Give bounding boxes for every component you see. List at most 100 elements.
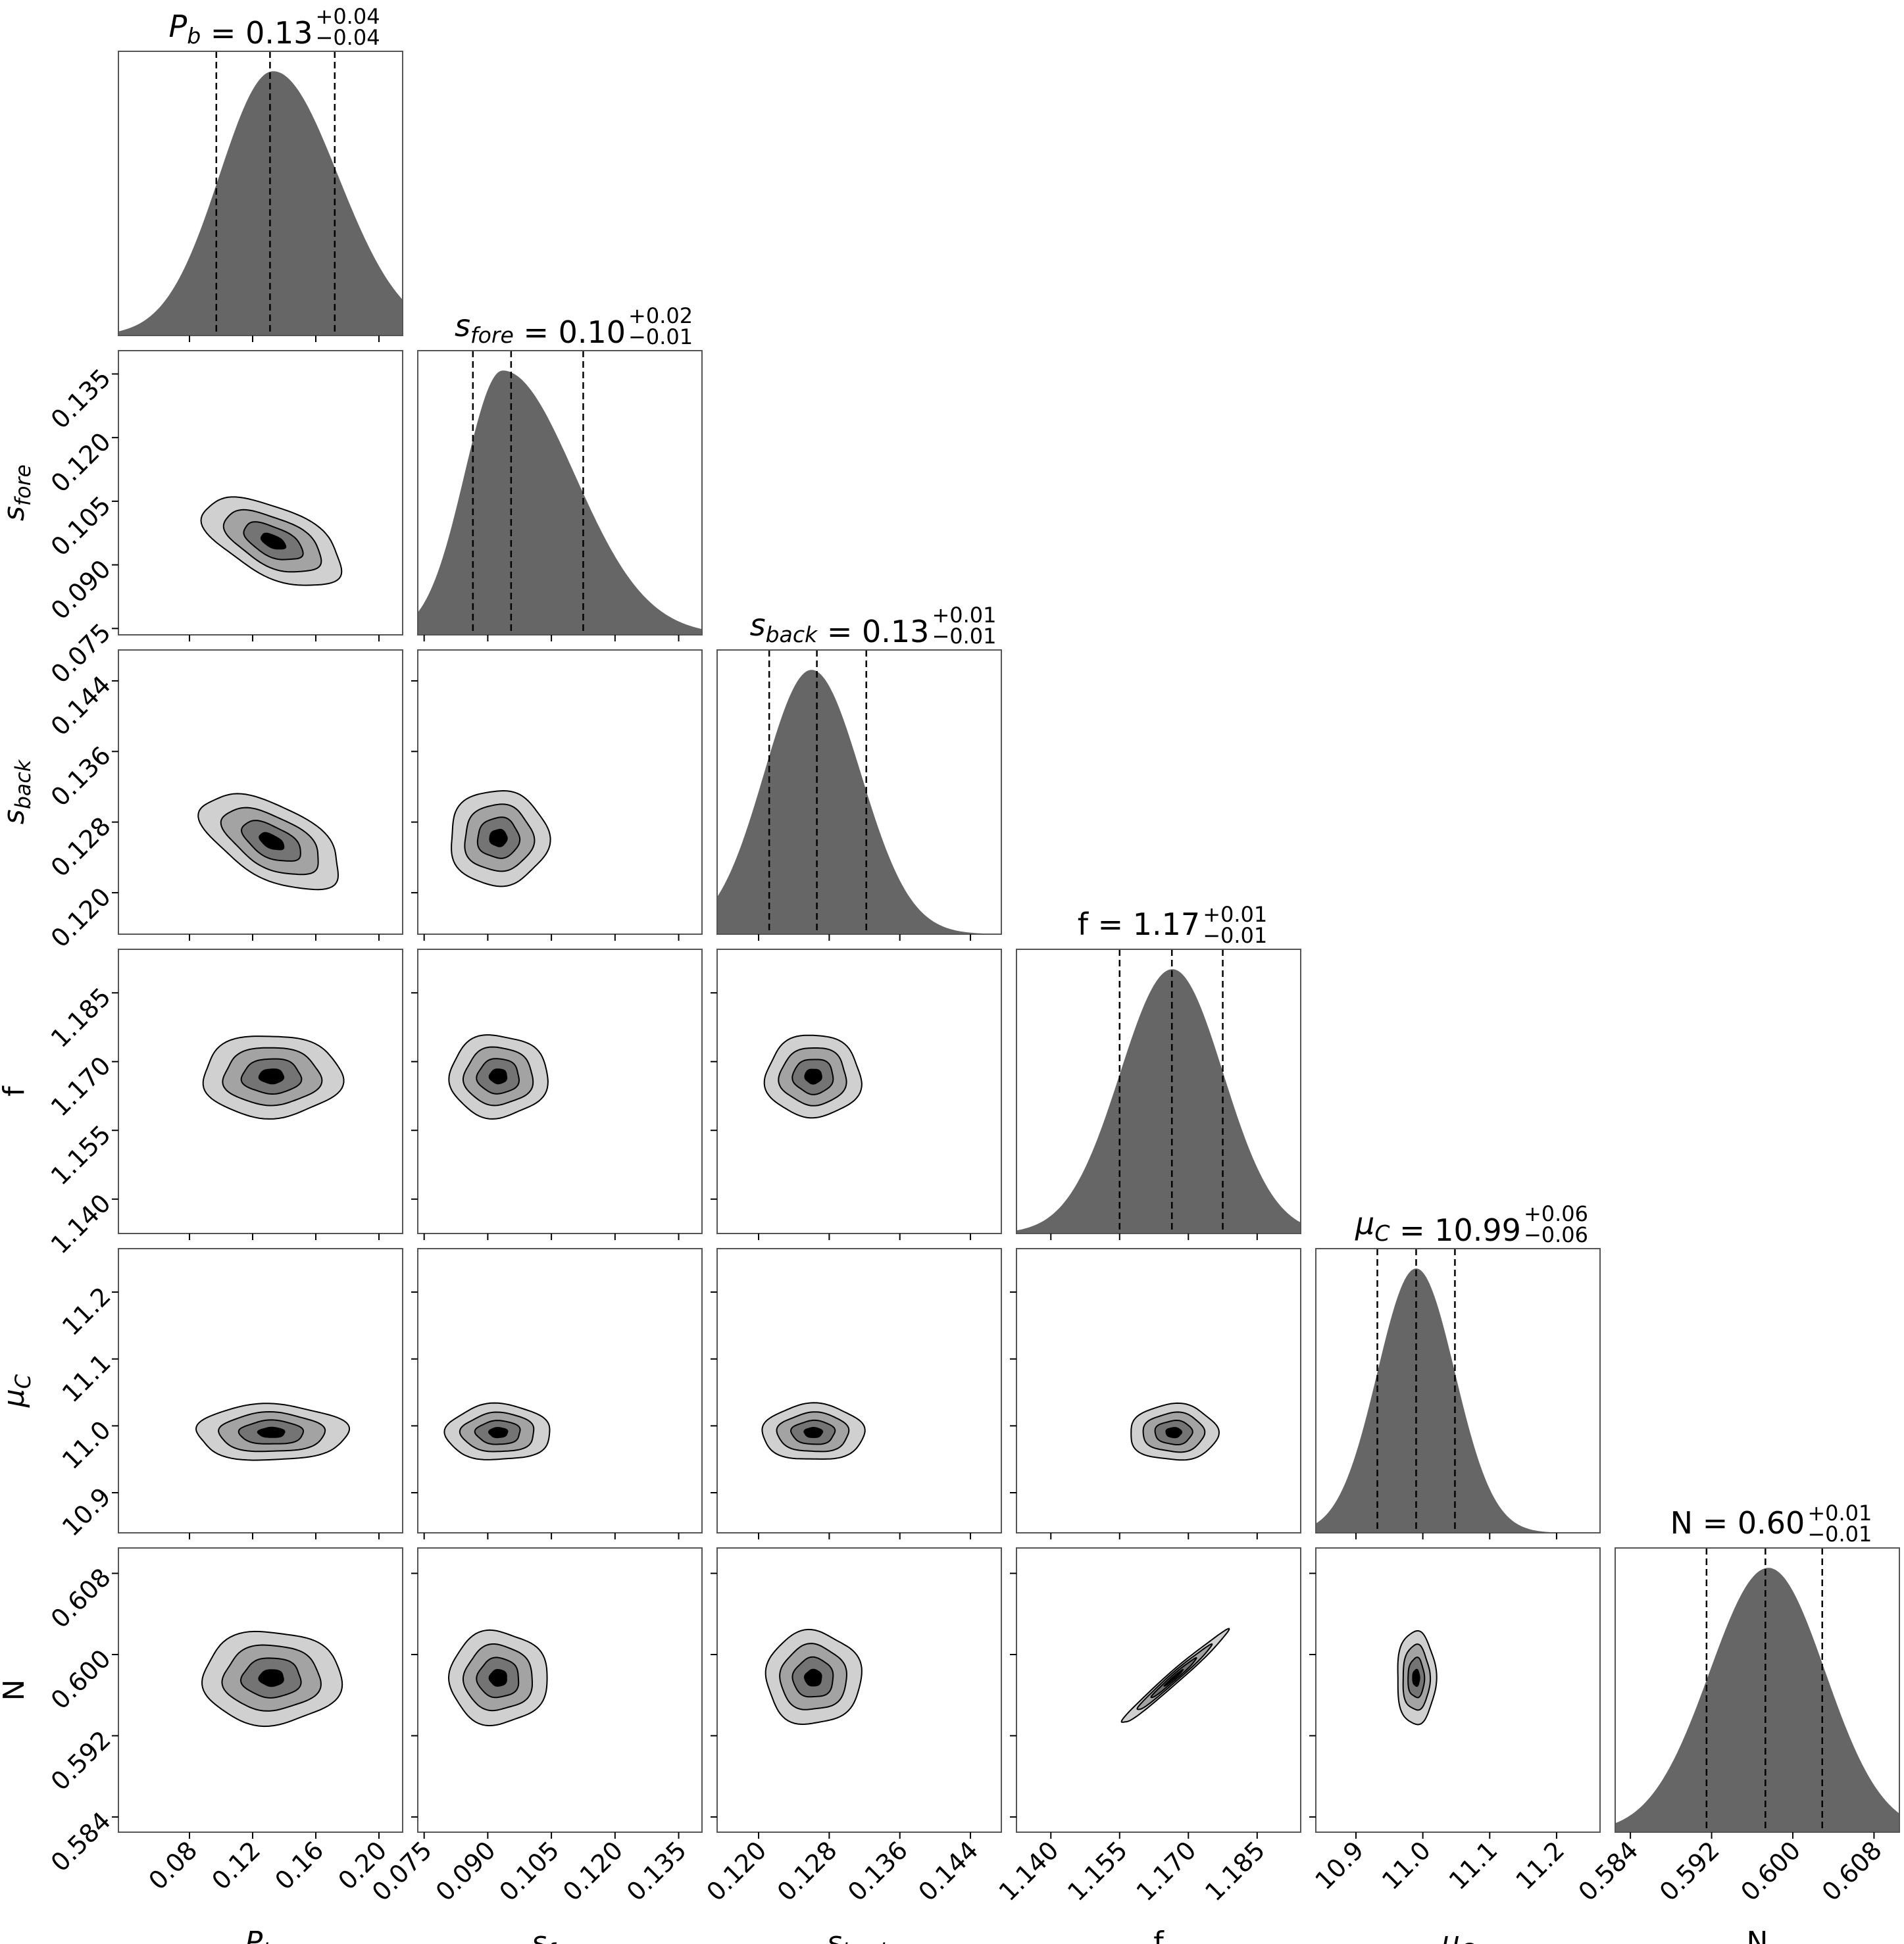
y-axis-label-muC: μC: [0, 1374, 36, 1408]
x-axis-label-muC-sub: C: [1460, 1940, 1474, 1944]
x-axis-label-sback: sback: [827, 1926, 893, 1944]
y-tick-label-muC-3: 11.2: [57, 1282, 116, 1341]
contour-level-3-sfore-sback: [489, 828, 508, 847]
title-plus-Pb: +0.04: [316, 4, 380, 29]
title-equals-muC: =: [1390, 1212, 1434, 1248]
contour-panel-Pb-f: [112, 949, 403, 1240]
contour-panel-f-N: [1010, 1547, 1301, 1839]
title-value-sback: 0.13: [862, 614, 929, 649]
contour-panel-Pb-N: [112, 1547, 403, 1839]
x-tick-label-sback-2: 0.136: [842, 1835, 913, 1907]
title-equals-sback: =: [817, 614, 862, 649]
x-tick-label-f-1: 1.155: [1062, 1835, 1133, 1907]
contour-level-3-Pb-muC: [257, 1426, 286, 1438]
y-tick-label-f-2: 1.170: [45, 1051, 116, 1122]
y-tick-label-sback-1: 0.128: [45, 811, 116, 882]
axes-frame-Pb-muC: [118, 1248, 403, 1533]
histogram-panel-muC: μC = 10.99 +0.06−0.06: [1315, 1201, 1601, 1539]
title-plus-f: +0.01: [1203, 902, 1267, 927]
y-tick-label-N-3: 0.608: [45, 1562, 116, 1633]
histogram-density-Pb: [118, 71, 403, 336]
histogram-panel-sback: sback = 0.13 +0.01−0.01: [716, 603, 1002, 941]
y-axis-label-f: f: [0, 1085, 31, 1097]
x-tick-label-sfore-1: 0.090: [430, 1835, 501, 1907]
contour-panel-sfore-f: [411, 949, 703, 1240]
y-tick-label-sback-2: 0.136: [45, 741, 116, 812]
axes-frame-sback: [716, 649, 1002, 935]
histogram-density-N: [1615, 1568, 1899, 1832]
contour-panel-sback-N: [711, 1547, 1002, 1839]
y-tick-label-sfore-2: 0.105: [45, 491, 116, 562]
y-tick-label-f-1: 1.155: [45, 1120, 116, 1191]
title-plus-muC: +0.06: [1524, 1201, 1588, 1226]
title-plus-sfore: +0.02: [628, 303, 693, 328]
x-tick-label-f-0: 1.140: [993, 1835, 1065, 1907]
x-tick-label-Pb-1: 0.12: [206, 1835, 266, 1895]
x-axis-label-f: f: [1153, 1926, 1165, 1944]
title-equals-f: =: [1088, 907, 1133, 942]
contour-level-3-f-muC: [1165, 1427, 1183, 1439]
contour-level-3-f-N: [1163, 1668, 1184, 1687]
contour-panel-muC-N: [1309, 1547, 1601, 1839]
title-label-sback: s: [750, 607, 766, 643]
x-tick-label-sfore-4: 0.135: [621, 1835, 692, 1907]
title-Pb: Pb = 0.13: [169, 9, 313, 51]
x-tick-label-Pb-2: 0.16: [269, 1835, 329, 1895]
y-tick-label-muC-0: 10.9: [57, 1482, 116, 1542]
contour-level-3-sback-f: [804, 1068, 822, 1085]
x-tick-label-muC-3: 11.2: [1510, 1835, 1570, 1895]
title-label-f: f: [1078, 907, 1090, 942]
axes-frame-f-muC: [1016, 1248, 1301, 1533]
x-axis-N: 0.584 0.592 0.600 0.608 N: [1572, 1835, 1887, 1944]
x-tick-label-N-2: 0.600: [1735, 1835, 1806, 1907]
x-axis-label-sfore-main: s: [532, 1926, 547, 1944]
contour-level-3-sback-muC: [803, 1427, 824, 1438]
x-axis-label-muC: μC: [1441, 1926, 1474, 1944]
axes-frame-Pb: [118, 51, 403, 336]
title-equals-N: =: [1693, 1505, 1738, 1541]
contour-panel-f-muC: [1010, 1248, 1301, 1539]
title-label-Pb: P: [169, 9, 188, 44]
x-tick-label-muC-1: 11.0: [1376, 1835, 1436, 1895]
contour-level-3-Pb-sfore: [260, 532, 287, 550]
title-sback: sback = 0.13: [750, 607, 930, 649]
title-value-Pb: 0.13: [245, 15, 313, 51]
histogram-panel-sfore: sfore = 0.10 +0.02−0.01: [417, 303, 703, 641]
axes-frame-sback-N: [716, 1547, 1002, 1833]
contour-level-3-Pb-sback: [259, 832, 285, 851]
y-tick-label-sback-3: 0.144: [45, 670, 116, 741]
x-tick-label-sback-0: 0.120: [701, 1835, 772, 1907]
y-axis-N: 0.584 0.592 0.600 0.608 N: [0, 1562, 116, 1877]
y-tick-label-N-0: 0.584: [45, 1807, 116, 1878]
y-tick-label-muC-1: 11.0: [57, 1415, 116, 1475]
title-minus-f: −0.01: [1203, 923, 1267, 948]
y-axis-label-sfore-main: s: [0, 506, 31, 521]
y-tick-label-sback-0: 0.120: [45, 882, 116, 953]
x-axis-label-muC-main: μ: [1441, 1926, 1460, 1944]
x-axis-label-sfore-sub: fore: [547, 1940, 588, 1944]
contour-level-3-Pb-f: [258, 1068, 285, 1085]
axes-frame-f-N: [1016, 1547, 1301, 1833]
title-sfore: sfore = 0.10: [455, 308, 626, 350]
axes-frame-Pb-sback: [118, 649, 403, 935]
title-N: N = 0.60: [1670, 1505, 1805, 1541]
title-plus-N: +0.01: [1807, 1501, 1872, 1526]
y-axis-label-sback-sub: back: [12, 759, 36, 809]
contour-level-3-sfore-muC: [488, 1426, 509, 1439]
y-axis-label-muC-sub: C: [12, 1374, 36, 1389]
title-label-sub-Pb: b: [187, 23, 201, 49]
title-value-f: 1.17: [1133, 907, 1200, 942]
title-minus-sback: −0.01: [932, 624, 996, 649]
x-tick-label-sfore-3: 0.120: [557, 1835, 628, 1907]
y-tick-label-sfore-1: 0.090: [45, 554, 116, 625]
histogram-density-muC: [1316, 1268, 1600, 1533]
title-label-muC: μ: [1355, 1206, 1374, 1241]
y-axis-label-sfore-sub: fore: [12, 464, 36, 506]
title-minus-muC: −0.06: [1524, 1222, 1588, 1247]
title-value-muC: 10.99: [1434, 1212, 1521, 1248]
axes-frame-Pb-N: [118, 1547, 403, 1833]
contour-level-3-Pb-N: [258, 1669, 284, 1687]
